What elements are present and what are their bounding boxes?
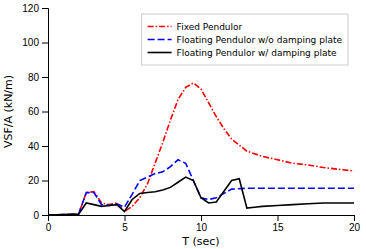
legend-item: Fixed Pendulor — [148, 22, 243, 32]
tick: 80 — [28, 72, 48, 83]
tick-label: 60 — [28, 106, 40, 117]
tick-label: 100 — [22, 37, 39, 48]
legend-item: Floating Pendulor w/ damping plate — [148, 48, 337, 58]
tick: 100 — [22, 37, 48, 48]
tick: 20 — [349, 215, 361, 233]
y-axis-title: VSF/A (kN/m) — [2, 75, 15, 148]
series-line — [48, 83, 354, 215]
tick: 0 — [46, 215, 52, 233]
tick: 15 — [272, 215, 284, 233]
tick-mark — [42, 43, 48, 44]
tick-mark — [42, 77, 48, 78]
tick-mark — [354, 215, 355, 221]
tick-mark — [42, 215, 48, 216]
tick-mark — [42, 112, 48, 113]
tick-label: 20 — [349, 222, 361, 233]
tick-label: 80 — [28, 72, 40, 83]
chart: 0 5 10 15 20 0 20 40 60 80 100 120 Fixed Pendulor Flo… — [0, 0, 366, 249]
tick: 5 — [122, 215, 128, 233]
tick-mark — [125, 215, 126, 221]
tick-label: 40 — [28, 141, 40, 152]
tick: 20 — [28, 175, 48, 186]
legend-swatch — [148, 39, 172, 41]
legend-swatch — [148, 52, 172, 54]
tick-mark — [201, 215, 202, 221]
tick-label: 120 — [22, 3, 39, 14]
tick-label: 5 — [122, 222, 128, 233]
tick: 10 — [196, 215, 208, 233]
legend-box — [142, 14, 348, 65]
tick-label: 10 — [196, 222, 208, 233]
plot: 0 5 10 15 20 0 20 40 60 80 100 120 Fixed Pendulor Flo… — [22, 3, 360, 233]
legend-label: Floating Pendulor w/ damping plate — [177, 48, 337, 58]
legend-item: Floating Pendulor w/o damping plate — [148, 35, 343, 45]
y-axis: 0 20 40 60 80 100 120 — [22, 3, 48, 221]
x-axis: 0 5 10 15 20 — [46, 215, 361, 233]
x-axis-title: T (sec) — [181, 235, 219, 248]
legend-label: Floating Pendulor w/o damping plate — [177, 35, 343, 45]
tick-label: 0 — [33, 210, 39, 221]
series-line — [48, 177, 354, 215]
legend: Fixed Pendulor Floating Pendulor w/o damp… — [142, 14, 348, 65]
axis-line — [49, 216, 355, 222]
legend-label: Fixed Pendulor — [177, 22, 243, 32]
tick-label: 20 — [28, 175, 40, 186]
tick-mark — [42, 146, 48, 147]
tick-label: 15 — [272, 222, 284, 233]
tick: 120 — [22, 3, 48, 14]
tick-mark — [278, 215, 279, 221]
tick: 0 — [33, 210, 48, 221]
tick-mark — [42, 8, 48, 9]
axis-line — [42, 9, 49, 216]
series-line — [48, 160, 354, 215]
tick: 40 — [28, 141, 48, 152]
tick-mark — [42, 181, 48, 182]
lines — [48, 83, 354, 215]
tick: 60 — [28, 106, 48, 117]
legend-swatch — [148, 26, 172, 28]
tick-label: 0 — [46, 222, 52, 233]
